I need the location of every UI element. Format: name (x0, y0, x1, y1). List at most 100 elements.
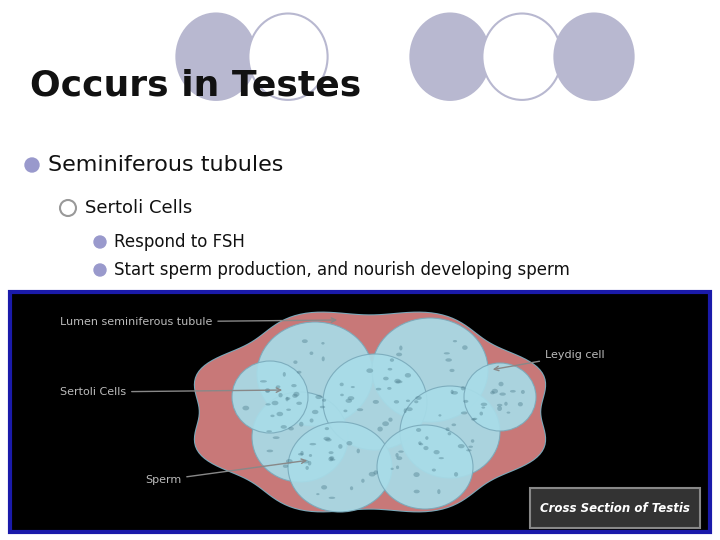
Ellipse shape (444, 352, 450, 354)
Text: Respond to FSH: Respond to FSH (114, 233, 245, 251)
Ellipse shape (300, 451, 304, 456)
Ellipse shape (307, 461, 311, 465)
Ellipse shape (482, 14, 562, 100)
Ellipse shape (461, 411, 467, 415)
Ellipse shape (482, 407, 485, 409)
Ellipse shape (348, 396, 354, 400)
Ellipse shape (472, 418, 477, 420)
Ellipse shape (292, 394, 298, 398)
Ellipse shape (288, 427, 294, 430)
Ellipse shape (448, 432, 451, 435)
Ellipse shape (232, 361, 308, 433)
Ellipse shape (291, 384, 297, 387)
Ellipse shape (390, 359, 394, 362)
Ellipse shape (321, 342, 325, 345)
Ellipse shape (286, 397, 290, 400)
Ellipse shape (312, 410, 318, 414)
Ellipse shape (350, 487, 354, 490)
Ellipse shape (328, 457, 333, 461)
Ellipse shape (281, 425, 287, 429)
Ellipse shape (518, 402, 523, 407)
Ellipse shape (554, 14, 634, 100)
Ellipse shape (288, 422, 392, 512)
Ellipse shape (266, 450, 273, 453)
Ellipse shape (346, 441, 352, 445)
Ellipse shape (432, 469, 436, 471)
Ellipse shape (243, 406, 249, 410)
Ellipse shape (287, 409, 291, 411)
Ellipse shape (446, 427, 450, 431)
Ellipse shape (372, 318, 488, 422)
Ellipse shape (248, 14, 328, 100)
Ellipse shape (415, 396, 422, 400)
Circle shape (94, 236, 106, 248)
Ellipse shape (395, 379, 401, 383)
Ellipse shape (423, 446, 428, 450)
Ellipse shape (510, 390, 516, 393)
Ellipse shape (498, 406, 502, 411)
Ellipse shape (376, 388, 382, 390)
Ellipse shape (351, 386, 355, 388)
Ellipse shape (394, 400, 399, 403)
Circle shape (60, 200, 76, 216)
Ellipse shape (265, 388, 270, 393)
Text: Sperm: Sperm (145, 459, 306, 485)
Ellipse shape (357, 408, 363, 411)
Ellipse shape (451, 391, 458, 395)
Ellipse shape (461, 386, 465, 390)
Ellipse shape (388, 417, 392, 422)
Ellipse shape (377, 425, 473, 509)
Ellipse shape (464, 363, 536, 431)
Ellipse shape (404, 408, 407, 413)
Ellipse shape (466, 449, 472, 451)
Ellipse shape (323, 437, 330, 441)
Ellipse shape (374, 470, 378, 475)
Ellipse shape (451, 423, 456, 426)
Ellipse shape (321, 485, 327, 490)
Ellipse shape (480, 411, 483, 416)
Ellipse shape (276, 412, 283, 416)
Text: Lumen seminiferous tubule: Lumen seminiferous tubule (60, 317, 336, 327)
Ellipse shape (382, 421, 389, 426)
Ellipse shape (438, 414, 441, 416)
Text: Cross Section of Testis: Cross Section of Testis (540, 502, 690, 515)
Text: Start sperm production, and nourish developing sperm: Start sperm production, and nourish deve… (114, 261, 570, 279)
Ellipse shape (507, 411, 510, 414)
Text: Leydig cell: Leydig cell (494, 350, 605, 370)
Text: Sertoli Cells: Sertoli Cells (60, 387, 281, 397)
Ellipse shape (498, 382, 503, 386)
Ellipse shape (266, 403, 271, 406)
Ellipse shape (260, 380, 267, 382)
Ellipse shape (396, 456, 402, 460)
Ellipse shape (463, 400, 468, 403)
Ellipse shape (387, 387, 392, 390)
Ellipse shape (414, 400, 418, 403)
Ellipse shape (271, 401, 279, 405)
Ellipse shape (356, 449, 360, 453)
Ellipse shape (492, 389, 498, 394)
Ellipse shape (266, 390, 270, 392)
Circle shape (94, 264, 106, 276)
Ellipse shape (323, 354, 427, 450)
Ellipse shape (283, 372, 286, 377)
Ellipse shape (296, 402, 302, 405)
Ellipse shape (283, 464, 288, 468)
Ellipse shape (396, 353, 402, 356)
Ellipse shape (293, 392, 300, 396)
Ellipse shape (369, 472, 376, 476)
Ellipse shape (416, 428, 421, 432)
Ellipse shape (310, 443, 316, 445)
Ellipse shape (398, 450, 404, 453)
Ellipse shape (276, 386, 280, 388)
Ellipse shape (521, 390, 525, 394)
Ellipse shape (433, 450, 440, 454)
Bar (10, 292, 710, 532)
Ellipse shape (449, 369, 454, 372)
Ellipse shape (343, 409, 348, 412)
Ellipse shape (405, 373, 411, 377)
Ellipse shape (504, 402, 508, 406)
Ellipse shape (406, 407, 413, 411)
Ellipse shape (366, 368, 373, 373)
Ellipse shape (390, 468, 394, 470)
Ellipse shape (413, 472, 420, 477)
